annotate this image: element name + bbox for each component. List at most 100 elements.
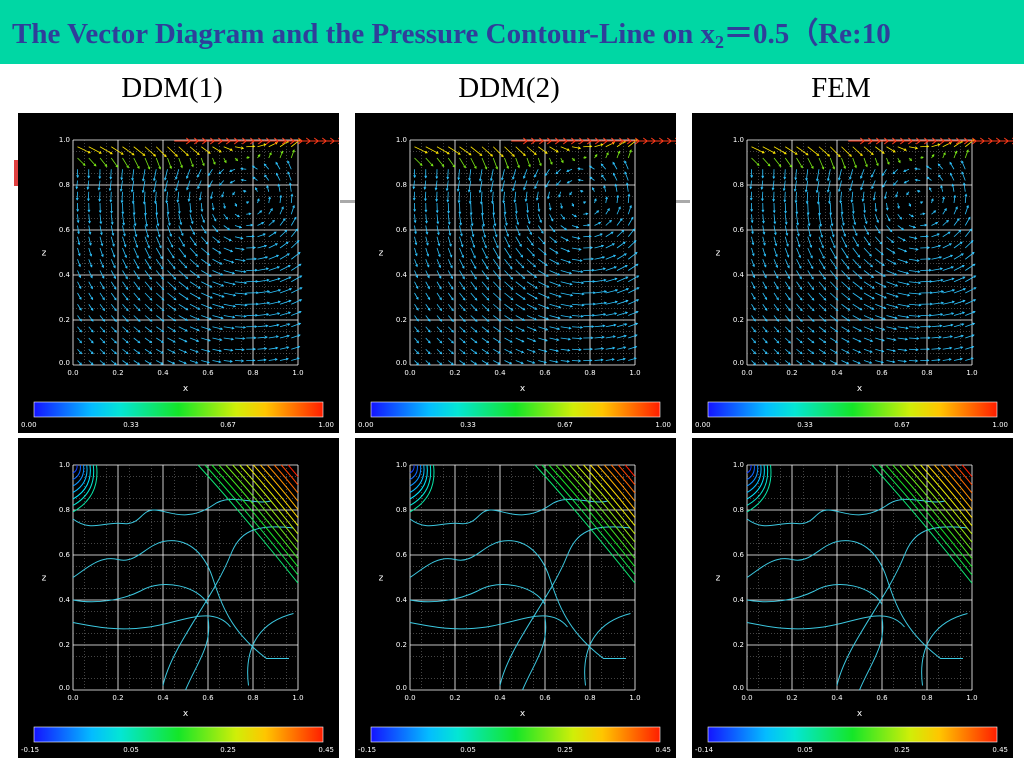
velocity-arrowhead [840,211,844,215]
velocity-arrow [784,169,786,179]
velocity-arrowhead [893,262,897,265]
velocity-arrow [110,304,117,311]
velocity-arrow [875,258,885,266]
velocity-arrow [178,281,189,290]
velocity-arrowhead [468,177,471,182]
velocity-arrow [605,312,617,316]
velocity-arrow [841,303,850,311]
velocity-arrow [773,292,779,300]
velocity-arrow [504,326,513,332]
velocity-arrowhead [468,201,472,205]
velocity-arrowhead [120,200,124,204]
velocity-arrow [234,326,246,328]
velocity-arrow [133,360,140,365]
velocity-arrow [178,315,188,321]
velocity-arrowhead [497,361,501,365]
velocity-arrowhead [241,348,245,352]
velocity-arrowhead [93,163,97,167]
contour-line [746,498,946,527]
velocity-arrow [290,194,293,204]
velocity-arrowhead [427,340,431,344]
velocity-arrowhead [276,266,280,269]
velocity-arrowhead [847,297,851,301]
velocity-arrow [942,208,947,215]
velocity-arrowhead [500,154,504,158]
velocity-arrowhead [534,307,538,310]
velocity-arrow [577,168,584,170]
velocity-arrow [818,270,826,280]
velocity-arrow [897,157,901,163]
velocity-arrowhead [170,244,174,248]
velocity-arrow [290,205,295,215]
velocity-arrowhead [185,307,189,311]
velocity-arrowhead [882,317,886,320]
velocity-arrow [942,358,952,361]
velocity-arrowhead [175,176,178,180]
velocity-arrowhead [544,349,548,353]
velocity-arrowhead [823,340,827,344]
velocity-arrow [940,185,944,192]
velocity-arrow [470,247,476,259]
velocity-arrowhead [462,297,466,301]
contour-line-high [239,464,299,535]
velocity-arrowhead [881,173,885,177]
velocity-arrowhead [904,348,908,352]
velocity-arrow [818,236,824,248]
velocity-arrow [459,360,466,365]
velocity-arrow [526,236,534,246]
velocity-arrowhead [219,262,223,265]
velocity-arrowhead [137,319,141,322]
velocity-arrow [849,169,854,180]
x-tick-label: 0.0 [741,369,752,377]
velocity-arrowhead [613,254,617,258]
velocity-arrowhead [771,187,775,191]
velocity-arrow [818,337,826,343]
velocity-arrowhead [197,275,201,279]
velocity-arrow [628,287,640,294]
velocity-arrow [560,315,572,318]
velocity-arrow [931,302,944,305]
velocity-arrow [886,281,898,287]
velocity-arrowhead [764,362,768,366]
velocity-arrowhead [240,167,244,171]
velocity-arrow [594,268,606,271]
velocity-arrow [99,259,104,268]
contour-line [409,615,568,630]
velocity-arrow [492,247,500,259]
velocity-arrowhead [425,231,429,235]
velocity-arrowhead [935,222,939,225]
velocity-arrowhead [425,220,428,224]
velocity-arrow [628,311,639,316]
velocity-arrow [526,225,532,235]
velocity-arrowhead [423,186,427,191]
velocity-arrow [897,281,910,285]
velocity-arrow [188,191,191,202]
velocity-arrow [903,168,910,172]
velocity-arrow [425,214,428,223]
velocity-arrow [807,259,814,269]
velocity-arrow [189,157,194,167]
velocity-arrow [942,347,952,350]
velocity-arrow [773,270,779,279]
velocity-arrowhead [479,153,483,156]
velocity-arrowhead [834,266,838,270]
velocity-arrowhead [764,329,768,333]
velocity-arrowhead [884,196,887,200]
velocity-arrowhead [894,272,898,276]
y-tick-label: 1.0 [59,136,70,144]
velocity-arrow [223,303,236,307]
contour-line-high [211,464,299,568]
velocity-arrow [549,315,561,319]
velocity-arrow [289,182,292,192]
contour-line-high [597,464,636,510]
velocity-arrowhead [125,319,129,322]
x-tick-label: 0.6 [539,369,551,377]
velocity-arrowhead [169,233,173,237]
velocity-arrowhead [169,166,172,170]
velocity-arrow [279,230,288,238]
velocity-arrowhead [288,276,292,280]
contour-line [499,526,631,686]
velocity-arrow [536,191,539,201]
velocity-arrowhead [254,257,258,261]
velocity-arrow [425,157,434,167]
